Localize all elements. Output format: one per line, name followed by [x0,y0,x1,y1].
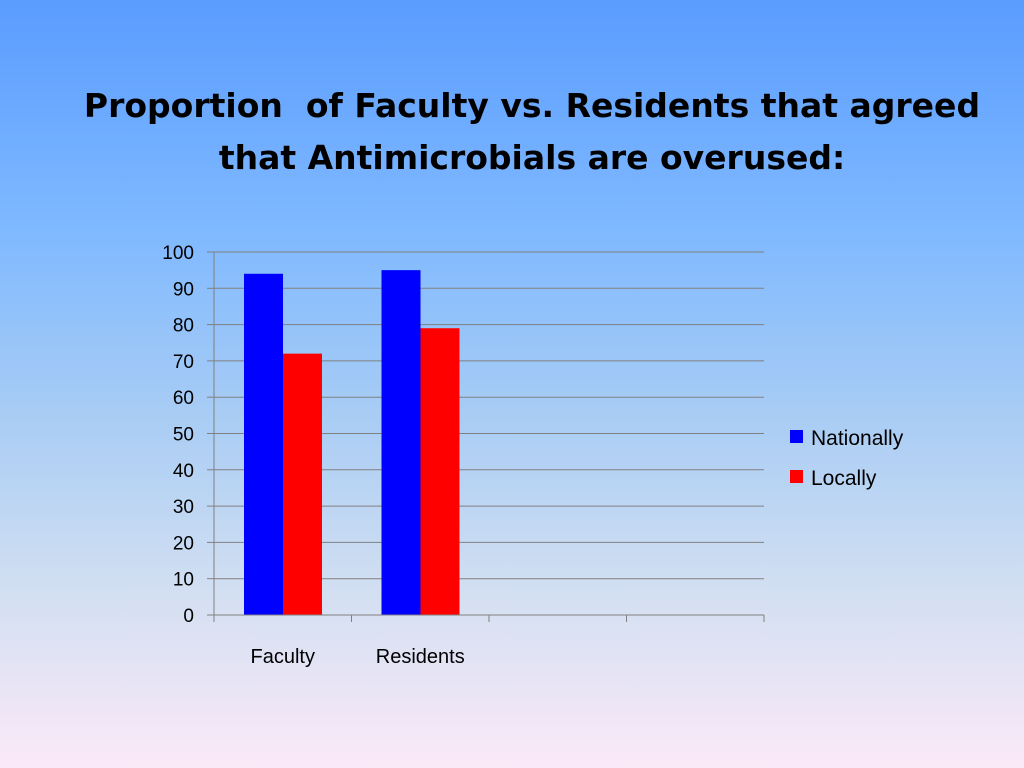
y-tick-label: 30 [173,497,194,518]
x-category-label: Residents [376,646,465,668]
slide-title-line-1: Proportion of Faculty vs. Residents that… [83,86,981,125]
bar-residents-locally [420,328,460,615]
legend-label-locally: Locally [811,467,877,490]
axes: 0 10 20 30 40 50 60 70 80 90 100 Faculty Residents [162,243,765,668]
y-tick-label: 40 [173,461,194,482]
bar-faculty-locally [283,353,322,615]
slide-title-line-2: that Antimicrobials are overused: [218,138,846,177]
y-tick-label: 90 [173,279,194,300]
x-category-label: Faculty [251,646,315,668]
y-tick-label: 100 [162,243,194,264]
y-tick-label: 20 [173,533,194,554]
bar-faculty-nationally [244,273,283,615]
legend: Nationally Locally [790,427,904,490]
legend-label-nationally: Nationally [811,427,904,450]
y-tick-label: 60 [173,388,194,409]
legend-swatch-nationally [790,430,803,443]
y-tick-label: 50 [173,425,194,446]
y-tick-label: 10 [173,570,194,591]
slide-title: Proportion of Faculty vs. Residents that… [60,80,1004,184]
legend-swatch-locally [790,470,803,483]
bars [244,270,460,615]
y-tick-label: 80 [173,316,194,337]
bar-residents-nationally [381,270,421,615]
y-tick-label: 0 [183,606,194,627]
y-tick-label: 70 [173,352,194,373]
